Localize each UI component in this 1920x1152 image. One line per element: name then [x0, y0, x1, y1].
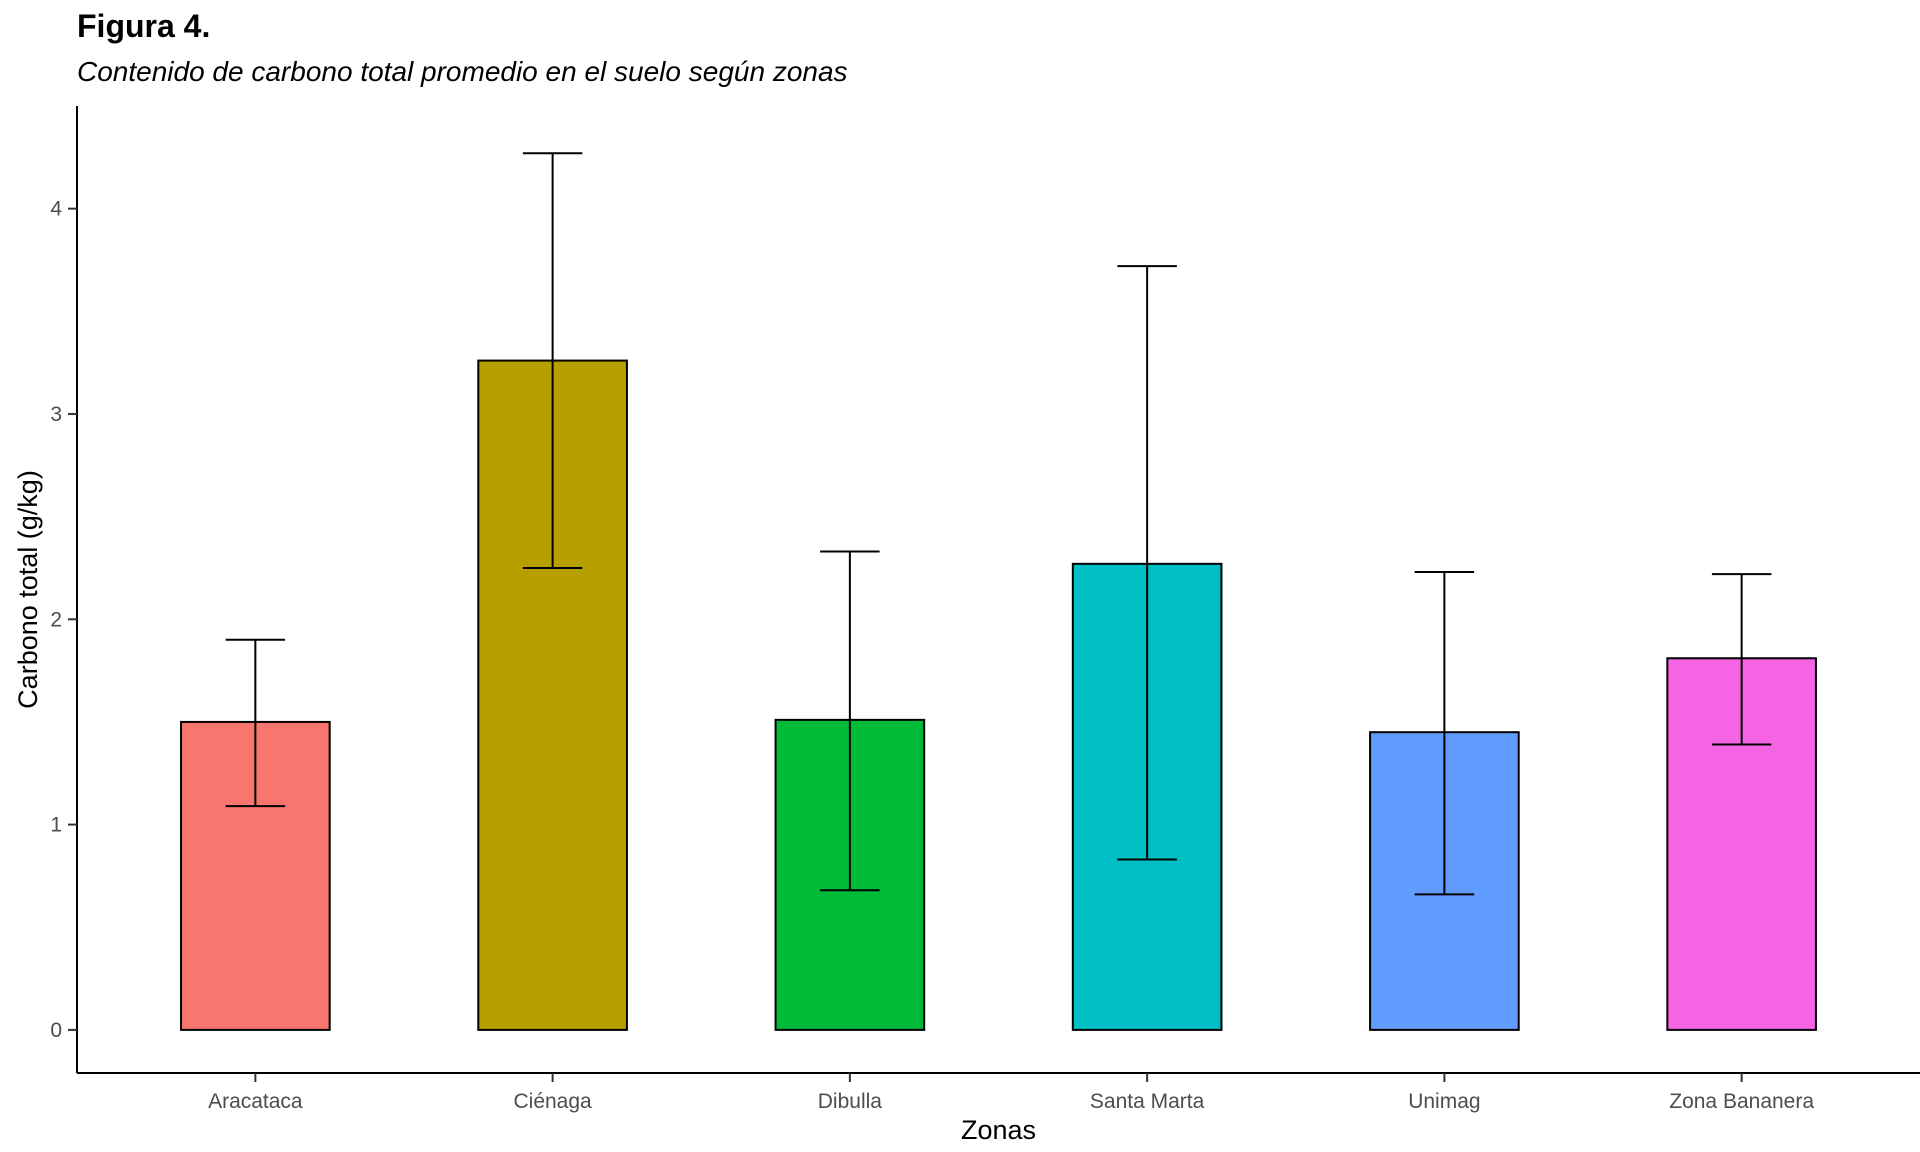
error-bar: [522, 152, 583, 569]
x-tick-label: Zona Bananera: [1669, 1090, 1814, 1113]
figure-subtitle: Contenido de carbono total promedio en e…: [77, 56, 848, 87]
error-bar: [1414, 571, 1475, 896]
x-axis-ticks: Aracataca Ciénaga Dibulla Santa Marta Unimag…: [208, 1073, 1814, 1113]
error-bars-layer: [225, 152, 1772, 896]
x-tick-label: Unimag: [1408, 1090, 1480, 1113]
x-axis-title: Zonas: [961, 1115, 1036, 1145]
error-bar: [225, 638, 286, 808]
error-bar: [1117, 265, 1177, 861]
x-tick-label: Dibulla: [818, 1090, 883, 1113]
y-axis-ticks: 0 1 2 3 4: [50, 198, 77, 1042]
y-tick-label: 2: [50, 608, 62, 631]
x-tick-label: Santa Marta: [1090, 1090, 1205, 1113]
y-tick-label: 1: [50, 814, 62, 837]
x-tick-label: Ciénaga: [513, 1090, 592, 1113]
bars-layer: [180, 359, 1817, 1031]
error-bar: [1711, 573, 1772, 746]
error-bar: [820, 550, 880, 892]
y-tick-label: 0: [50, 1019, 62, 1042]
y-tick-label: 3: [50, 403, 62, 426]
figure-label: Figura 4.: [77, 8, 211, 44]
y-axis-title: Carbono total (g/kg): [13, 470, 43, 709]
y-tick-label: 4: [50, 198, 62, 221]
x-tick-label: Aracataca: [208, 1090, 303, 1113]
